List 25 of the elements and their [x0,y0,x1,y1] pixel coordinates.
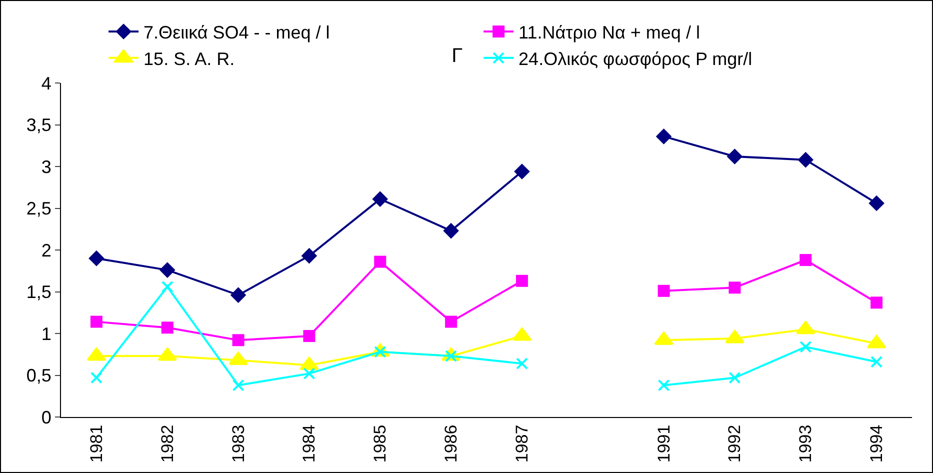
x-tick-label: 1994 [867,424,886,463]
y-tick-label: 2 [41,240,52,260]
y-tick-label: 0 [41,407,52,428]
y-tick-label: 0,5 [26,366,52,386]
x-tick-label: 1987 [512,424,532,463]
y-tick-label: 2,5 [26,198,52,219]
legend-label: 7.Θειικά SO4 - - meq / l [144,22,330,43]
legend-label: 15. S. A. R. [144,48,235,69]
y-tick-label: 3 [41,156,52,177]
y-tick-label: 3,5 [26,115,52,136]
x-tick-label: 1992 [725,424,744,463]
x-tick-label: 1985 [370,424,390,463]
y-tick-label: 1,5 [26,282,52,302]
legend-label: 11.Νάτριο Να + meq / l [518,22,700,43]
x-tick-label: 1991 [654,424,674,463]
x-tick-label: 1982 [158,424,177,463]
chart-title: Γ [452,45,463,68]
x-tick-label: 1984 [300,424,319,463]
legend-label: 24.Ολικός φωσφόρος P mgr/l [518,48,752,69]
y-tick-label: 1 [41,324,52,344]
x-tick-label: 1981 [86,424,106,463]
x-tick-label: 1983 [228,424,248,463]
x-tick-label: 1986 [442,424,461,463]
y-tick-label: 4 [41,73,52,94]
x-tick-label: 1993 [796,424,816,463]
